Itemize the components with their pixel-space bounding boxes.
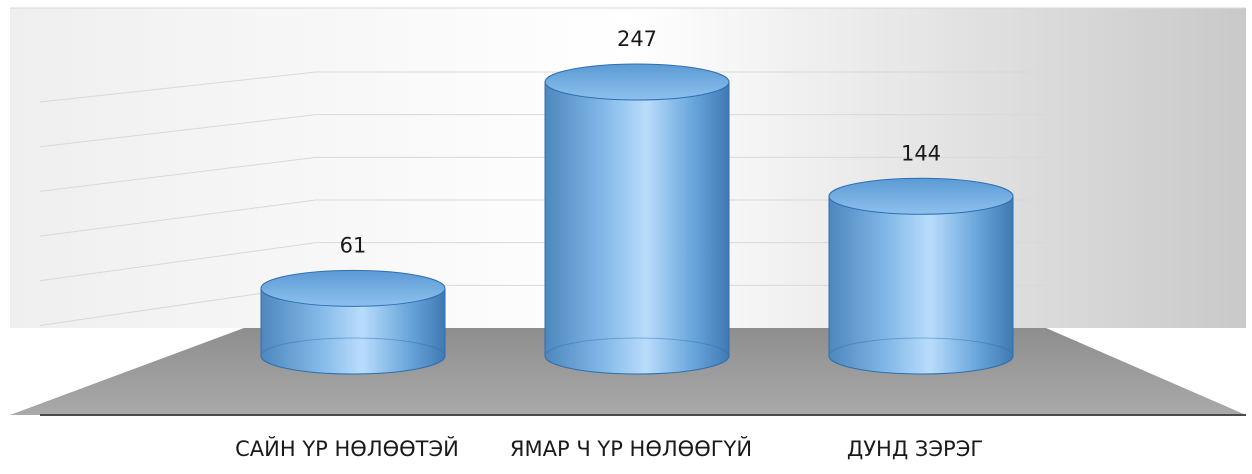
bar	[544, 63, 730, 375]
chart-bars	[260, 63, 1014, 375]
bar-body	[544, 81, 730, 375]
bar-body	[828, 195, 1014, 375]
bar-cap	[544, 63, 730, 101]
bar-base-edge	[260, 337, 446, 357]
bar	[828, 177, 1014, 375]
bar-base-edge	[544, 337, 730, 357]
bar-body	[260, 287, 446, 375]
gridline-perspective	[39, 242, 317, 282]
data-label: 61	[340, 233, 367, 257]
data-label: 144	[901, 141, 941, 165]
gridline-perspective	[39, 71, 317, 103]
gridline-perspective	[39, 199, 317, 237]
x-tick-label: ЯМАР Ч ҮР НӨЛӨӨГҮЙ	[510, 436, 752, 461]
gridline-perspective	[39, 114, 317, 148]
chart-labels: 61 САЙН ҮР НӨЛӨӨТЭЙ 247 ЯМАР Ч ҮР НӨЛӨӨГҮЙ 1…	[235, 27, 983, 461]
bar-cap	[828, 177, 1014, 215]
bar-base-edge	[828, 337, 1014, 357]
bar	[260, 269, 446, 375]
x-tick-label: ДУНД ЗЭРЭГ	[847, 437, 983, 461]
bar-cap	[260, 269, 446, 307]
x-tick-label: САЙН ҮР НӨЛӨӨТЭЙ	[235, 436, 459, 461]
gridline-perspective	[39, 156, 317, 192]
data-label: 247	[617, 27, 657, 51]
